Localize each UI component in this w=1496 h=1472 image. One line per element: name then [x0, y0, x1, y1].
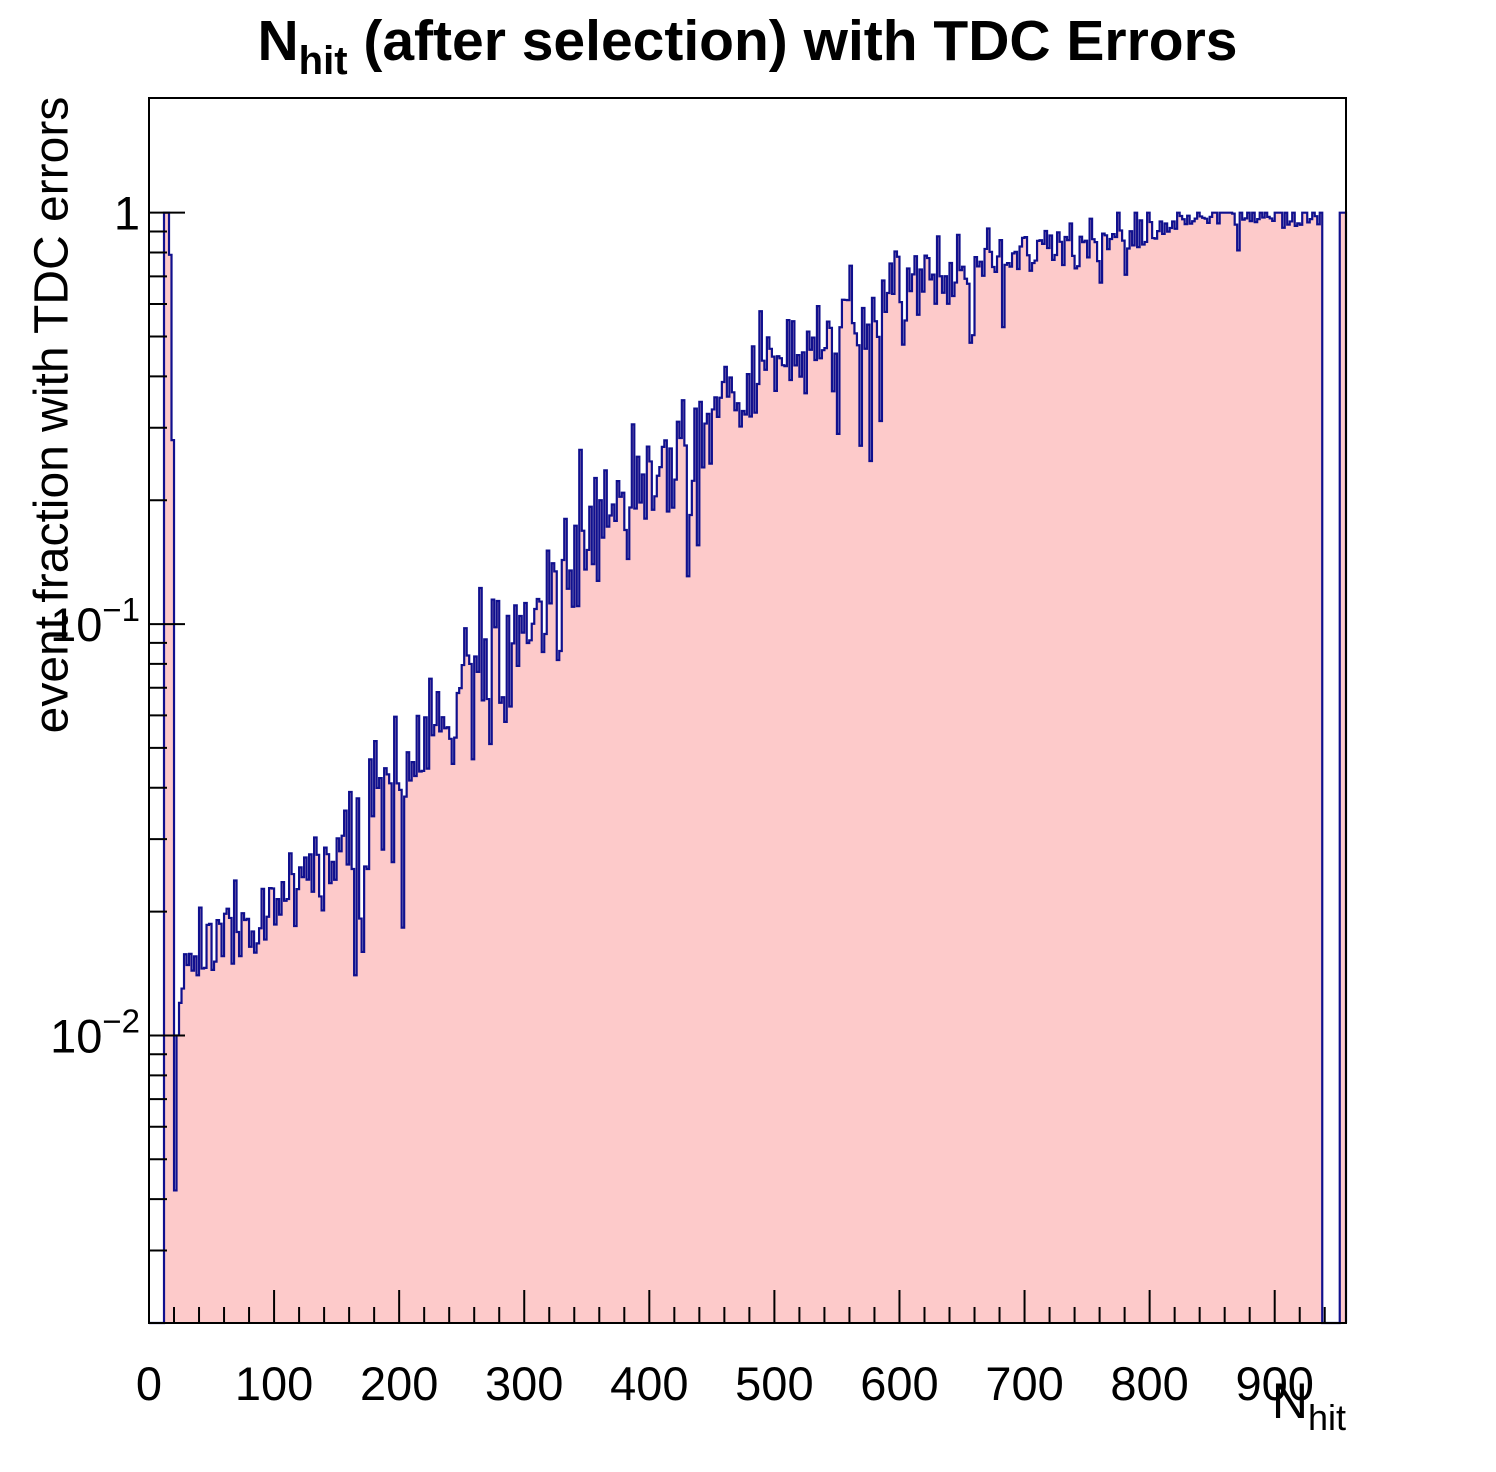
x-tick-label: 900: [1235, 1357, 1313, 1410]
x-tick-label: 600: [860, 1357, 938, 1410]
x-tick-label: 500: [735, 1357, 813, 1410]
x-tick-label: 400: [610, 1357, 688, 1410]
x-tick-label: 300: [485, 1357, 563, 1410]
x-axis-title: Nhit: [1140, 1372, 1346, 1439]
x-axis-ticks: [148, 1290, 1326, 1323]
y-tick-label: 10−2: [50, 1002, 140, 1062]
plot-frame: [148, 97, 1347, 1324]
y-tick-label: 1: [114, 187, 140, 240]
y-tick-label: 10−1: [50, 591, 140, 651]
histogram-outline: [149, 211, 1348, 1325]
histogram-fill: [149, 212, 1346, 1324]
x-axis-title-main: N: [1271, 1373, 1308, 1429]
x-tick-label: 0: [136, 1357, 162, 1410]
chart-title-rest: (after selection) with TDC Errors: [347, 9, 1238, 73]
x-tick-label: 700: [985, 1357, 1063, 1410]
y-axis-ticks: [149, 211, 185, 1252]
x-tick-label: 200: [360, 1357, 438, 1410]
x-tick-label: 800: [1110, 1357, 1188, 1410]
x-axis-title-subscript: hit: [1307, 1397, 1346, 1438]
chart-title-main: N: [257, 9, 299, 73]
x-tick-label: 100: [235, 1357, 313, 1410]
chart-title: Nhit (after selection) with TDC Errors: [149, 8, 1346, 84]
chart-title-subscript: hit: [298, 39, 348, 83]
